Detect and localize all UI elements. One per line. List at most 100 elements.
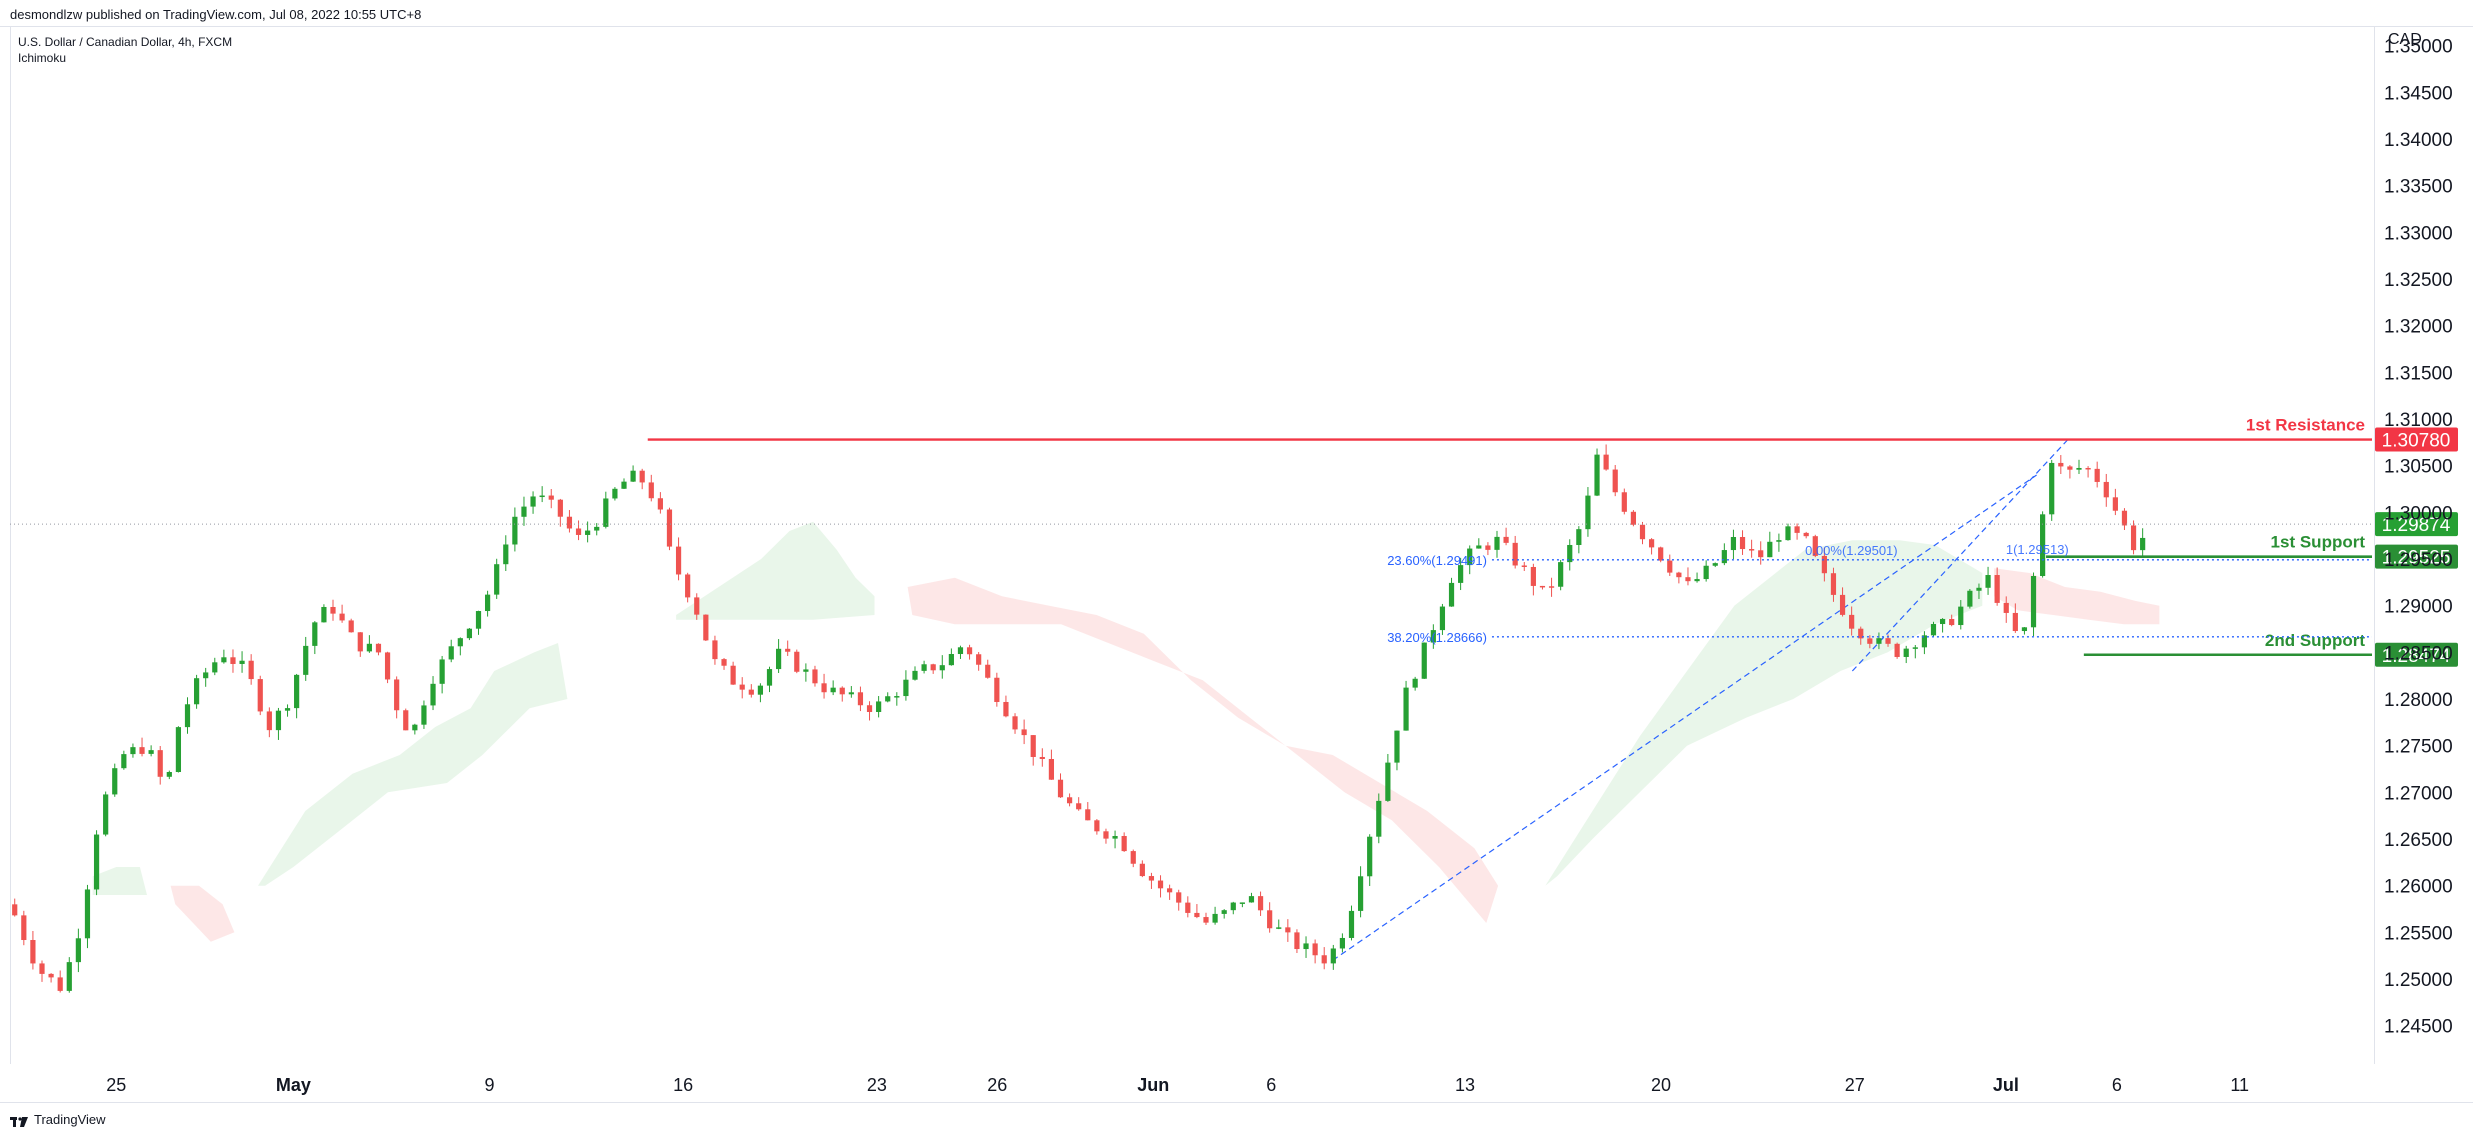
candle-down: [1003, 695, 1009, 718]
candle-body: [275, 710, 282, 731]
candle-body: [1021, 729, 1027, 736]
candle-body: [1085, 809, 1091, 821]
candle-body: [775, 648, 782, 670]
candle-body: [157, 750, 163, 777]
candle-body: [957, 647, 964, 655]
candle-body: [1839, 594, 1846, 615]
time-tick-label: Jun: [1137, 1075, 1169, 1095]
candle-body: [112, 768, 118, 795]
brand-logo[interactable]: TradingView: [10, 1112, 106, 1127]
candle-body: [121, 754, 127, 769]
candle-up: [321, 604, 327, 623]
candle-up: [1767, 531, 1773, 558]
candle-up: [903, 670, 909, 701]
candle-up: [1357, 866, 1364, 918]
candle-down: [1176, 889, 1182, 911]
candle-down: [384, 651, 391, 684]
candle-down: [1949, 614, 1955, 627]
candle-body: [1276, 927, 1282, 929]
candle-body: [1958, 606, 1964, 626]
candle-body: [812, 669, 818, 684]
candle-body: [30, 940, 36, 964]
level-name: 1st Support: [2271, 533, 2366, 552]
price-tick-label: 1.28000: [2384, 690, 2453, 711]
candle-body: [303, 645, 309, 675]
candle-body: [503, 544, 509, 565]
candle-body: [894, 696, 900, 698]
trendline: [1851, 437, 2071, 672]
price-tick-label: 1.35000: [2384, 37, 2453, 58]
candle-up: [503, 535, 509, 571]
candle-up: [1958, 600, 1964, 630]
candle-body: [948, 654, 954, 666]
price-tick-label: 1.34000: [2384, 130, 2453, 151]
candle-up: [1558, 559, 1564, 591]
candle-body: [312, 622, 318, 646]
candle-body: [1703, 565, 1709, 580]
indicator-label[interactable]: Ichimoku: [18, 51, 67, 65]
candle-body: [1421, 642, 1427, 679]
candle-up: [184, 697, 191, 734]
candle-body: [403, 710, 409, 731]
candle-body: [412, 724, 418, 731]
candle-up: [757, 683, 764, 703]
candle-body: [866, 705, 873, 712]
candle-body: [757, 685, 764, 695]
price-tick-label: 1.33500: [2384, 177, 2453, 198]
candle-body: [1785, 526, 1791, 541]
candle-body: [1294, 932, 1300, 950]
time-tick-label: 6: [1266, 1075, 1276, 1095]
candle-body: [1585, 495, 1591, 530]
candle-body: [1167, 888, 1173, 893]
candle-body: [1003, 701, 1009, 717]
candle-body: [2112, 497, 2118, 511]
level-price-tag: [2375, 544, 2458, 569]
candle-body: [675, 546, 682, 575]
candle-down: [1312, 939, 1318, 964]
time-tick-label: 6: [2112, 1075, 2122, 1095]
ichimoku-cloud-bull: [92, 867, 147, 895]
candle-down: [1185, 896, 1191, 918]
time-tick-label: 9: [484, 1075, 494, 1095]
candle-down: [703, 614, 709, 642]
candle-body: [1885, 638, 1891, 644]
candle-up: [894, 692, 900, 706]
candle-up: [530, 491, 536, 514]
candle-body: [294, 674, 300, 709]
candle-body: [1639, 524, 1646, 540]
candle-down: [976, 652, 982, 671]
candle-body: [1576, 529, 1582, 545]
candle-up: [66, 957, 72, 993]
candle-up: [1903, 645, 1909, 664]
level-price-tag: [2375, 427, 2458, 452]
candle-up: [1939, 618, 1946, 633]
candle-down: [1139, 860, 1145, 878]
candle-body: [1330, 948, 1336, 964]
candle-up: [1985, 566, 1991, 595]
candle-body: [1039, 756, 1045, 759]
candle-body: [876, 701, 882, 712]
candle-body: [1876, 638, 1882, 644]
trendline-layer: [1332, 437, 2071, 961]
candle-body: [448, 646, 454, 660]
candle-up: [121, 750, 127, 770]
candle-up: [1776, 533, 1782, 552]
candle-body: [585, 530, 591, 535]
candle-down: [403, 708, 409, 731]
candle-body: [84, 889, 91, 939]
candle-down: [657, 492, 663, 514]
candle-up: [512, 507, 518, 552]
candle-down: [1030, 735, 1036, 766]
candle-body: [730, 665, 736, 685]
candle-up: [1967, 589, 1973, 609]
candle-up: [766, 666, 773, 693]
candle-down: [1503, 527, 1509, 546]
candle-body: [1221, 910, 1227, 914]
candle-body: [2003, 602, 2009, 613]
candle-up: [1430, 624, 1436, 649]
candle-down: [866, 701, 873, 721]
candle-body: [1812, 536, 1818, 556]
time-axis: 25 May 9 16 23 26 Jun 6 13 20 27 Jul 6 11: [106, 1075, 2249, 1095]
candle-body: [1849, 614, 1855, 629]
